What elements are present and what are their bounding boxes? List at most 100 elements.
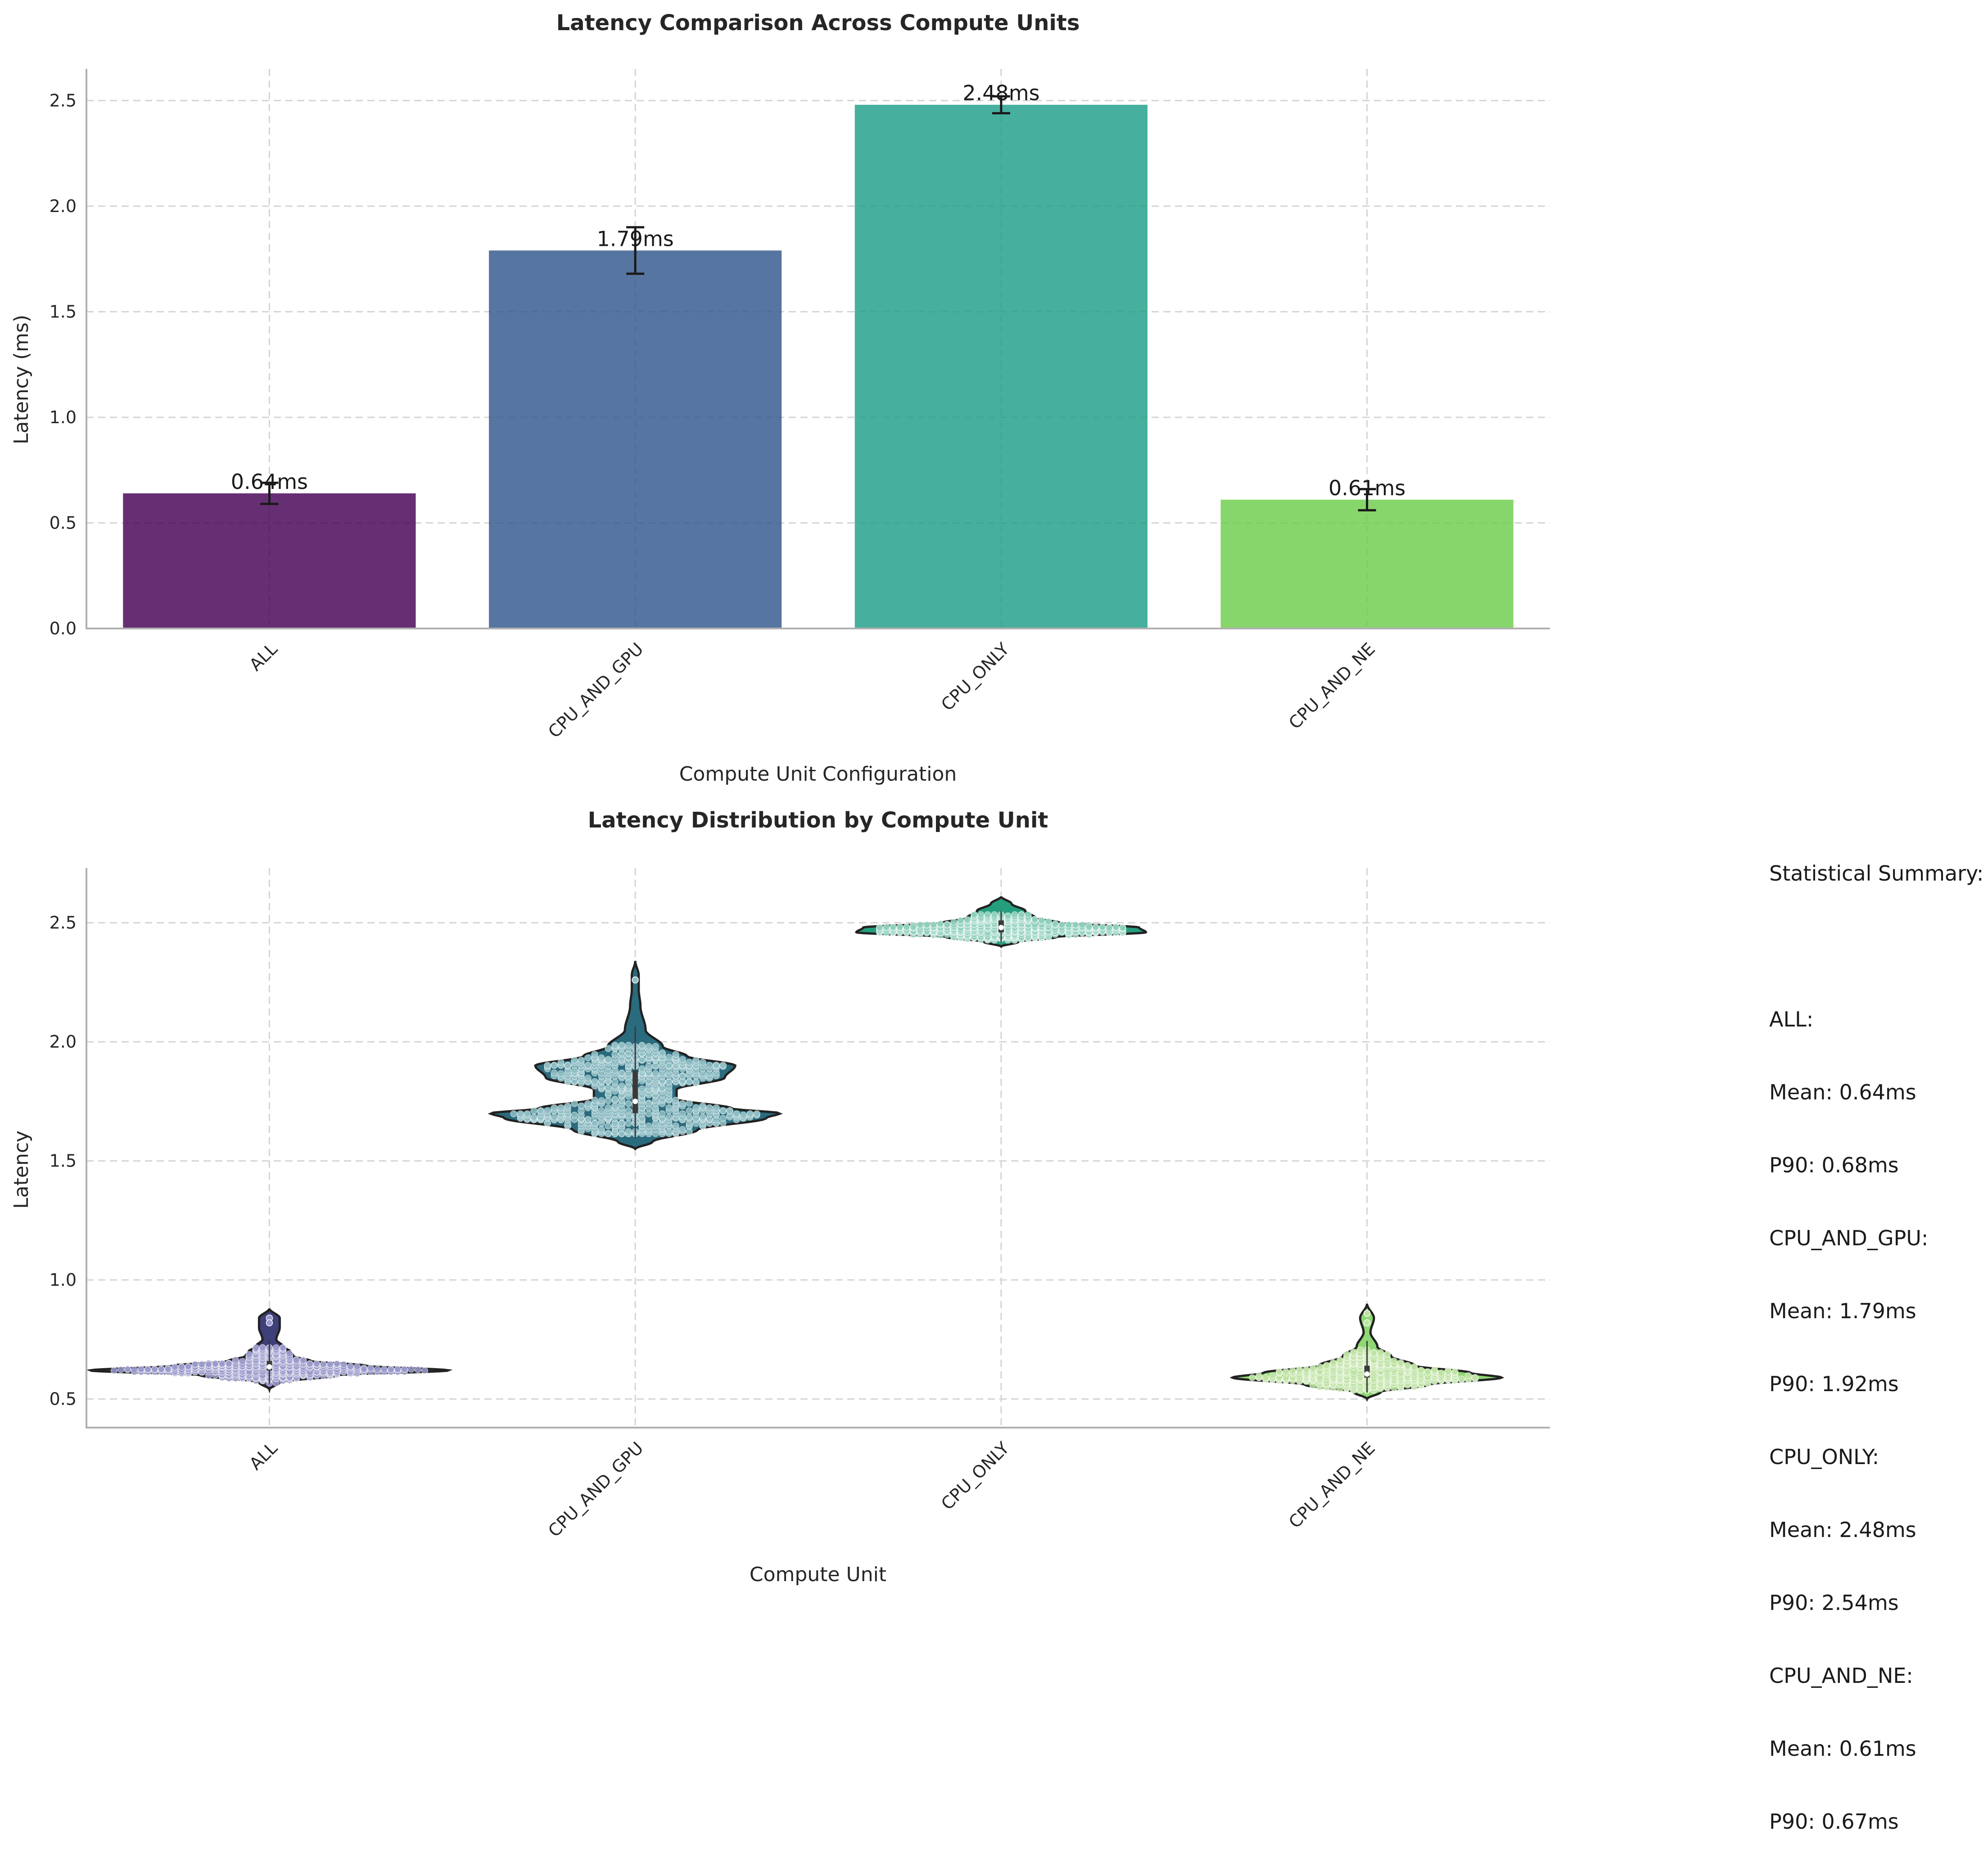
swarm-point <box>551 1069 558 1077</box>
swarm-point <box>1248 1374 1256 1381</box>
swarm-point <box>1404 1362 1411 1369</box>
y-tick-label: 0.0 <box>50 619 77 638</box>
swarm-point <box>957 917 964 924</box>
y-tick-label: 0.5 <box>50 1389 77 1409</box>
swarm-point <box>672 1097 679 1104</box>
swarm-point <box>1038 917 1045 924</box>
swarm-point <box>137 1365 145 1373</box>
swarm-point <box>876 924 883 931</box>
swarm-point <box>205 1361 212 1368</box>
swarm-point <box>1458 1375 1465 1383</box>
swarm-point <box>1424 1368 1432 1375</box>
swarm-point <box>686 1107 693 1115</box>
violin-chart-y-ticks: 0.5 1.0 1.5 2.0 2.5 <box>50 913 77 1409</box>
swarm-point <box>659 1049 666 1057</box>
error-bar <box>992 95 1010 115</box>
swarm-point <box>638 1085 646 1093</box>
swarm-point <box>625 1100 632 1108</box>
y-tick-label: 2.0 <box>50 1032 77 1052</box>
y-tick-label: 2.5 <box>50 913 77 933</box>
swarm-point <box>598 1097 605 1104</box>
swarm-point <box>618 1082 625 1090</box>
swarm-point <box>367 1365 375 1372</box>
swarm-point <box>380 1365 388 1373</box>
swarm-point <box>611 1095 619 1103</box>
y-tick-label: 0.5 <box>50 513 77 533</box>
bar-chart-axes <box>86 69 1550 629</box>
swarm-point <box>699 1102 706 1110</box>
error-bar <box>260 481 279 505</box>
swarm-point <box>632 976 639 984</box>
swarm-point <box>930 921 937 928</box>
bar-chart-data-labels: 0.64ms 1.79ms 2.48ms 0.61ms <box>231 81 1405 500</box>
swarm-point <box>1092 923 1099 931</box>
swarm-point <box>1025 911 1032 918</box>
statistical-summary: Statistical Summary: ALL: Mean: 0.64ms P… <box>1769 813 1983 1858</box>
swarm-point <box>510 1110 517 1117</box>
swarm-point <box>286 1350 294 1357</box>
swarm-point <box>124 1365 131 1373</box>
swarm-point <box>557 1104 565 1112</box>
summary-mean: Mean: 2.48ms <box>1769 1518 1916 1542</box>
summary-mean: Mean: 0.64ms <box>1769 1080 1916 1104</box>
swarm-point <box>544 1062 551 1069</box>
swarm-point <box>611 1041 619 1049</box>
swarm-point <box>625 1120 632 1127</box>
violin-chart-violins <box>86 896 1505 1402</box>
swarm-point <box>1343 1351 1351 1358</box>
swarm-point <box>1309 1365 1317 1372</box>
swarm-point <box>1437 1370 1445 1377</box>
violin-chart-title: Latency Distribution by Compute Unit <box>588 808 1048 833</box>
swarm-point <box>591 1120 598 1127</box>
swarm-point <box>225 1360 233 1367</box>
swarm-point <box>605 1104 612 1112</box>
swarm-point <box>679 1110 686 1117</box>
y-tick-label: 1.5 <box>50 302 77 321</box>
swarm-point <box>598 1107 605 1115</box>
swarm-point <box>1119 924 1126 931</box>
swarm-point <box>584 1054 592 1062</box>
swarm-point <box>551 1062 558 1069</box>
swarm-point <box>692 1078 700 1086</box>
violin-median <box>633 1099 638 1104</box>
swarm-point <box>117 1366 125 1374</box>
swarm-point <box>517 1110 524 1117</box>
swarm-point <box>1072 921 1079 928</box>
swarm-point <box>584 1075 592 1082</box>
swarm-point <box>665 1053 673 1061</box>
swarm-point <box>1464 1372 1472 1379</box>
swarm-point <box>598 1054 605 1062</box>
swarm-point <box>753 1110 760 1117</box>
swarm-point <box>638 1041 646 1049</box>
swarm-point <box>191 1361 199 1368</box>
swarm-point <box>218 1360 226 1367</box>
summary-p90: P90: 0.68ms <box>1769 1153 1899 1177</box>
violin-median <box>998 925 1004 931</box>
swarm-point <box>131 1366 138 1374</box>
swarm-point <box>665 1078 673 1086</box>
swarm-point <box>652 1043 659 1050</box>
swarm-point <box>347 1363 354 1370</box>
swarm-point <box>1065 921 1072 928</box>
swarm-point <box>605 1056 612 1063</box>
swarm-point <box>605 1130 612 1138</box>
violin-chart-x-axis-label: Compute Unit <box>750 1563 886 1586</box>
violin-iqr-box <box>633 1070 638 1113</box>
swarm-point <box>387 1366 395 1374</box>
swarm-point <box>1356 1346 1364 1354</box>
summary-p90: P90: 2.54ms <box>1769 1591 1899 1615</box>
swarm-point <box>618 1120 625 1127</box>
swarm-point <box>266 1319 273 1327</box>
swarm-point <box>551 1113 558 1121</box>
swarm-point <box>611 1078 619 1086</box>
swarm-point <box>1262 1374 1270 1381</box>
swarm-point <box>407 1365 415 1373</box>
swarm-point <box>1397 1359 1405 1366</box>
swarm-point <box>1417 1367 1425 1374</box>
swarm-point <box>679 1100 686 1108</box>
swarm-point <box>686 1113 693 1121</box>
swarm-point <box>557 1070 565 1077</box>
swarm-point <box>544 1107 551 1115</box>
swarm-point <box>313 1360 321 1367</box>
swarm-point <box>605 1045 612 1052</box>
